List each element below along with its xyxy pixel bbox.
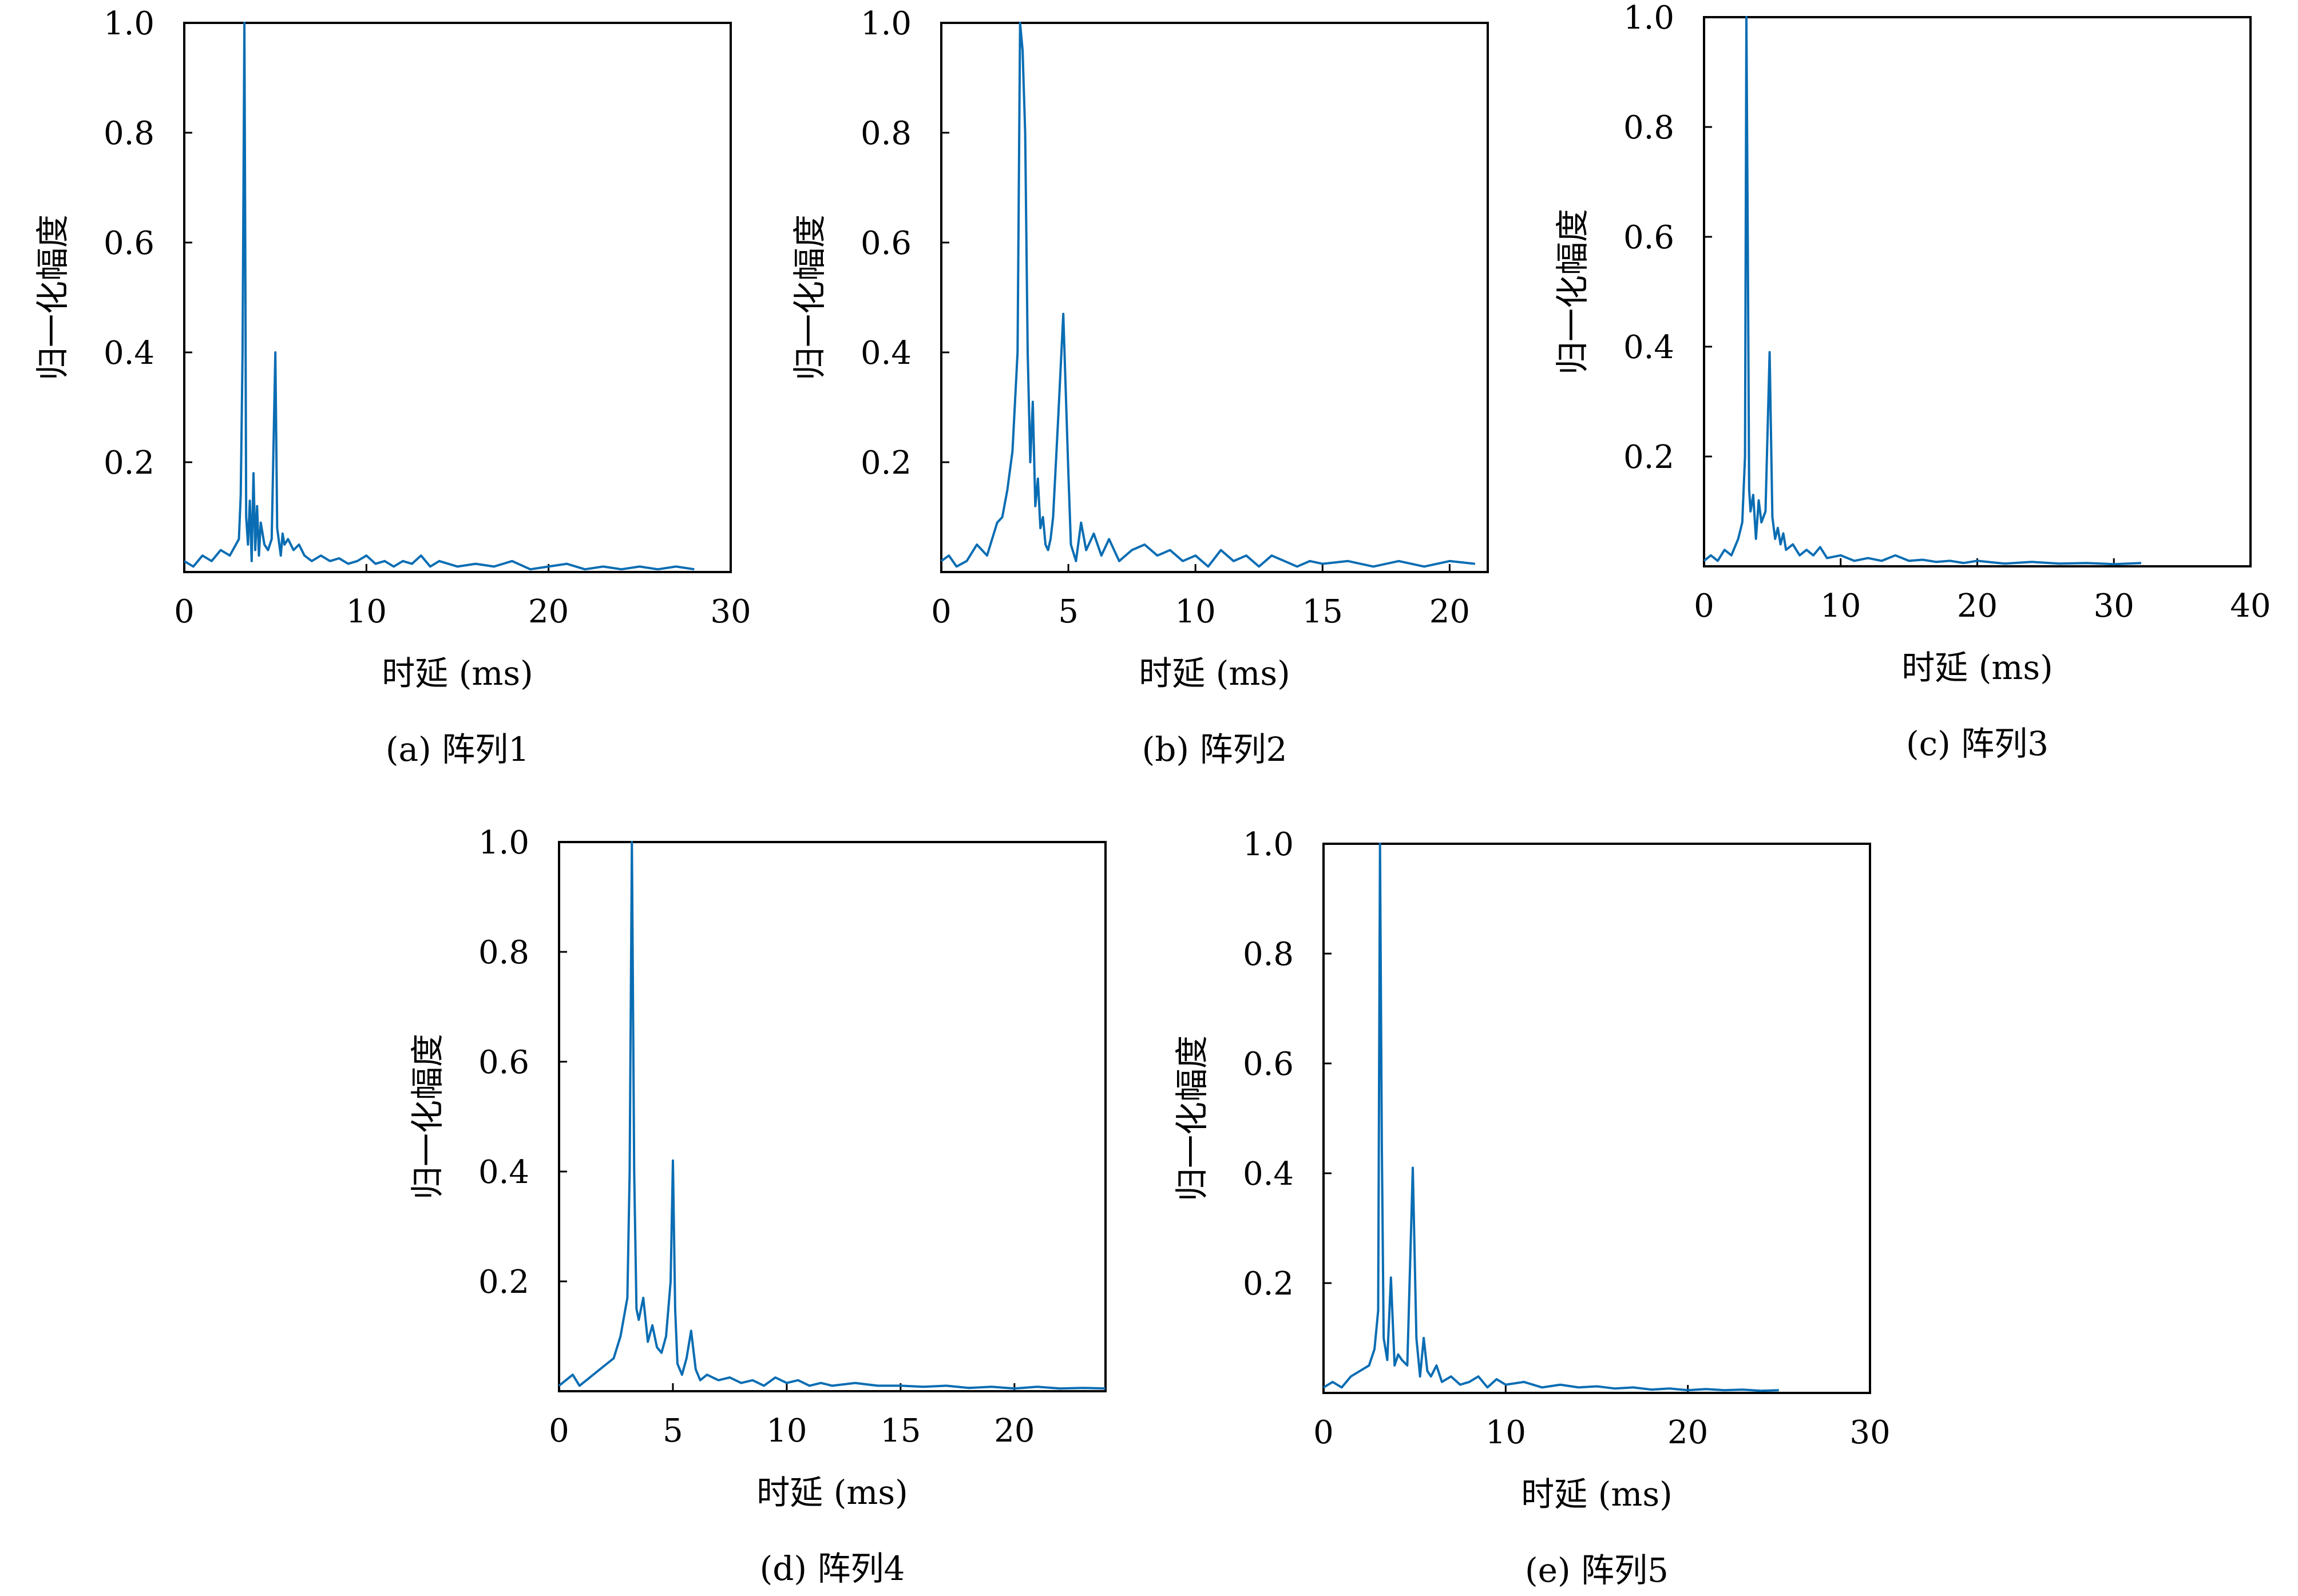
x-tick-label: 0 xyxy=(931,593,952,630)
y-tick-label: 0.4 xyxy=(1243,1156,1294,1193)
panel-caption: (e) 阵列5 xyxy=(1525,1551,1669,1590)
panel-caption: (a) 阵列1 xyxy=(386,730,529,769)
y-tick-label: 0.8 xyxy=(1623,109,1674,146)
plot-frame xyxy=(183,22,732,573)
x-tick-label: 20 xyxy=(1957,587,1998,625)
y-tick-label: 0.6 xyxy=(1243,1046,1294,1083)
x-tick-label: 30 xyxy=(710,593,751,630)
x-tick-label: 0 xyxy=(174,593,195,630)
y-axis-title: 归一化幅度 xyxy=(33,215,72,380)
x-tick-label: 0 xyxy=(1313,1414,1334,1451)
x-tick-label: 10 xyxy=(1175,593,1216,630)
panel-a: 0 10 20 30 0.2 0.4 0.6 0.8 1.0 时延 (ms) 归一化幅度 (a) 阵列… xyxy=(33,5,751,769)
series-line xyxy=(1322,843,1779,1392)
panel-caption: (b) 阵列2 xyxy=(1142,730,1287,769)
panel-e: 0 10 20 30 0.2 0.4 0.6 0.8 1.0 时延 (ms) 归一化幅度 (e) 阵列… xyxy=(1172,826,1891,1590)
y-tick-label: 0.2 xyxy=(861,444,912,482)
panel-b: 0 5 10 15 20 0.2 0.4 0.6 0.8 1.0 时延 (ms) 归一化幅度 (b) 阵… xyxy=(790,5,1489,769)
y-tick-label: 0.6 xyxy=(104,225,154,262)
y-tick-label: 0.2 xyxy=(104,444,154,482)
y-tick-label: 0.8 xyxy=(104,115,154,152)
x-tick-label: 10 xyxy=(766,1412,807,1450)
y-axis-title: 归一化幅度 xyxy=(1172,1035,1211,1201)
plot-frame xyxy=(558,841,1107,1392)
x-tick-label: 5 xyxy=(1058,593,1079,630)
y-tick-label: 0.4 xyxy=(1623,329,1674,366)
x-tick-label: 0 xyxy=(1694,587,1714,625)
x-tick-label: 20 xyxy=(528,593,569,630)
y-tick-label: 0.4 xyxy=(104,335,154,372)
x-axis-title: 时延 (ms) xyxy=(1521,1475,1672,1514)
y-tick-label: 0.2 xyxy=(478,1264,529,1301)
x-tick-label: 10 xyxy=(1820,587,1861,625)
x-axis-title: 时延 (ms) xyxy=(382,654,533,693)
y-tick-label: 0.6 xyxy=(1623,219,1674,256)
x-tick-label: 30 xyxy=(2094,587,2134,625)
x-tick-label: 5 xyxy=(663,1412,683,1450)
y-tick-label: 0.8 xyxy=(478,934,529,971)
plot-frame xyxy=(940,22,1489,573)
panel-c: 0 10 20 30 40 0.2 0.4 0.6 0.8 1.0 时延 (ms) 归一化幅度 (c) … xyxy=(1553,0,2271,763)
panel-d: 0 5 10 15 20 0.2 0.4 0.6 0.8 1.0 时延 (ms) 归一化幅度 (d) 阵… xyxy=(408,824,1107,1588)
plot-frame xyxy=(1703,16,2252,567)
x-tick-label: 15 xyxy=(880,1412,921,1450)
y-tick-label: 1.0 xyxy=(1623,0,1674,37)
panel-caption: (c) 阵列3 xyxy=(1906,724,2049,763)
x-tick-label: 30 xyxy=(1849,1414,1890,1451)
x-tick-label: 10 xyxy=(346,593,387,630)
y-tick-label: 1.0 xyxy=(861,5,912,42)
x-tick-label: 10 xyxy=(1485,1414,1526,1451)
y-tick-label: 1.0 xyxy=(104,5,154,42)
y-tick-label: 1.0 xyxy=(1243,826,1294,863)
panel-caption: (d) 阵列4 xyxy=(760,1549,905,1588)
y-tick-label: 0.4 xyxy=(478,1154,529,1191)
y-axis-title: 归一化幅度 xyxy=(408,1034,447,1200)
x-axis-title: 时延 (ms) xyxy=(1139,654,1290,693)
series-line xyxy=(558,841,1106,1390)
x-tick-label: 0 xyxy=(549,1412,569,1450)
x-tick-label: 40 xyxy=(2230,587,2271,625)
y-tick-label: 0.8 xyxy=(1243,936,1294,973)
x-tick-label: 20 xyxy=(994,1412,1035,1450)
y-tick-label: 0.2 xyxy=(1623,439,1674,476)
plot-frame xyxy=(1322,843,1871,1394)
y-tick-label: 0.4 xyxy=(861,335,912,372)
series-line xyxy=(940,22,1476,568)
x-axis-title: 时延 (ms) xyxy=(756,1473,908,1512)
y-axis-title: 归一化幅度 xyxy=(1553,209,1592,375)
x-axis-title: 时延 (ms) xyxy=(1901,648,2053,687)
y-tick-label: 1.0 xyxy=(478,824,529,861)
y-tick-label: 0.2 xyxy=(1243,1265,1294,1303)
x-tick-label: 20 xyxy=(1429,593,1470,630)
y-tick-label: 0.6 xyxy=(861,225,912,262)
y-tick-label: 0.6 xyxy=(478,1044,529,1081)
series-line xyxy=(183,22,695,571)
y-axis-title: 归一化幅度 xyxy=(790,215,829,380)
series-line xyxy=(1703,16,2142,566)
x-tick-label: 15 xyxy=(1302,593,1343,630)
x-tick-label: 20 xyxy=(1667,1414,1708,1451)
y-tick-label: 0.8 xyxy=(861,115,912,152)
